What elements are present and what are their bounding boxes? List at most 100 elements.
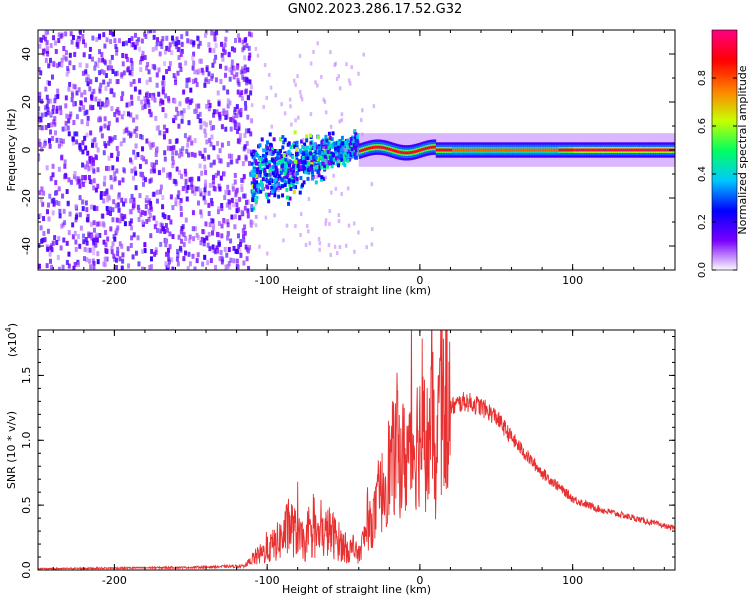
heatmap-cell	[272, 137, 276, 142]
heatmap-cell	[85, 257, 89, 263]
heatmap-cell	[116, 151, 120, 157]
heatmap-cell	[339, 150, 343, 155]
heatmap-cell	[191, 210, 195, 216]
heatmap-cell	[309, 141, 313, 146]
heatmap-cell	[395, 149, 398, 153]
heatmap-cell	[249, 219, 253, 225]
heatmap-cell	[216, 90, 220, 96]
heatmap-cell	[181, 186, 185, 192]
colorbar-swatch	[712, 268, 737, 271]
x-tick-label: -200	[102, 574, 127, 587]
heatmap-cell	[246, 114, 250, 120]
heatmap-cell	[136, 235, 140, 241]
heatmap-cell	[201, 70, 205, 76]
colorbar-swatch	[712, 126, 737, 129]
heatmap-cell	[320, 151, 324, 156]
heatmap-cell	[42, 34, 46, 40]
heatmap-cell	[349, 152, 353, 157]
heatmap-cell	[329, 50, 332, 55]
heatmap-cell	[164, 113, 168, 119]
heatmap-cell	[92, 227, 96, 233]
colorbar-swatch	[712, 216, 737, 219]
heatmap-cell	[251, 220, 255, 225]
heatmap-cell	[233, 214, 237, 220]
heatmap-cell	[218, 116, 222, 122]
colorbar-swatch	[712, 164, 737, 167]
heatmap-cell	[119, 141, 123, 147]
heatmap-cell	[331, 143, 335, 148]
heatmap-cell	[191, 253, 195, 259]
heatmap-cell	[134, 154, 138, 160]
heatmap-cell	[345, 147, 349, 152]
heatmap-cell	[212, 159, 216, 165]
heatmap-cell	[481, 148, 484, 152]
heatmap-cell	[240, 187, 244, 193]
heatmap-cell	[322, 166, 326, 171]
heatmap-cell	[227, 261, 231, 267]
heatmap-cell	[83, 89, 87, 95]
heatmap-cell	[304, 170, 308, 175]
heatmap-cell	[185, 83, 189, 89]
colorbar-swatch	[712, 90, 737, 93]
heatmap-cell	[177, 46, 181, 52]
heatmap-cell	[172, 73, 176, 79]
heatmap-cell	[171, 163, 175, 169]
y-tick-label: -20	[20, 189, 33, 207]
heatmap-cell	[42, 142, 46, 148]
heatmap-cell	[111, 207, 115, 213]
heatmap-cell	[485, 148, 488, 152]
heatmap-cell	[205, 139, 209, 145]
heatmap-cell	[501, 148, 504, 152]
heatmap-cell	[239, 107, 243, 113]
heatmap-cell	[298, 148, 302, 153]
heatmap-cell	[114, 44, 118, 50]
heatmap-cell	[292, 184, 296, 189]
heatmap-cell	[326, 147, 330, 152]
heatmap-cell	[320, 177, 324, 182]
heatmap-cell	[233, 179, 237, 185]
heatmap-cell	[243, 230, 247, 236]
heatmap-cell	[180, 48, 184, 54]
heatmap-cell	[236, 65, 240, 71]
figure-title: GN02.2023.286.17.52.G32	[287, 2, 463, 17]
heatmap-cell	[174, 41, 178, 47]
heatmap-cell	[208, 222, 212, 228]
heatmap-cell	[227, 247, 231, 253]
heatmap-cell	[239, 69, 243, 75]
heatmap-cell	[72, 120, 76, 126]
heatmap-cell	[203, 254, 207, 260]
heatmap-cell	[120, 114, 124, 120]
colorbar-swatch	[712, 106, 737, 109]
heatmap-cell	[659, 148, 662, 152]
heatmap-cell	[245, 140, 249, 146]
heatmap-cell	[277, 194, 281, 199]
heatmap-cell	[62, 237, 66, 243]
heatmap-cell	[283, 171, 287, 176]
colorbar-swatch	[712, 168, 737, 171]
heatmap-cell	[243, 55, 247, 61]
heatmap-cell	[375, 145, 378, 149]
heatmap-cell	[187, 251, 191, 257]
heatmap-cell	[337, 219, 341, 224]
heatmap-cell	[547, 148, 550, 152]
heatmap-cell	[324, 221, 327, 226]
heatmap-cell	[212, 248, 216, 254]
heatmap-cell	[226, 231, 230, 237]
heatmap-cell	[143, 242, 147, 248]
heatmap-cell	[153, 97, 157, 103]
heatmap-cell	[72, 174, 76, 180]
heatmap-cell	[271, 169, 275, 174]
colorbar-swatch	[712, 212, 737, 215]
heatmap-cell	[49, 98, 53, 104]
heatmap-cell	[277, 160, 281, 165]
colorbar-swatch	[712, 220, 737, 223]
heatmap-cell	[187, 77, 191, 83]
heatmap-cell	[518, 148, 521, 152]
heatmap-cell	[233, 37, 237, 43]
colorbar-swatch	[712, 258, 737, 261]
heatmap-cell	[95, 221, 99, 227]
heatmap-cell	[147, 69, 151, 75]
heatmap-cell	[188, 261, 192, 267]
heatmap-cell	[279, 176, 283, 181]
heatmap-cell	[189, 39, 193, 45]
